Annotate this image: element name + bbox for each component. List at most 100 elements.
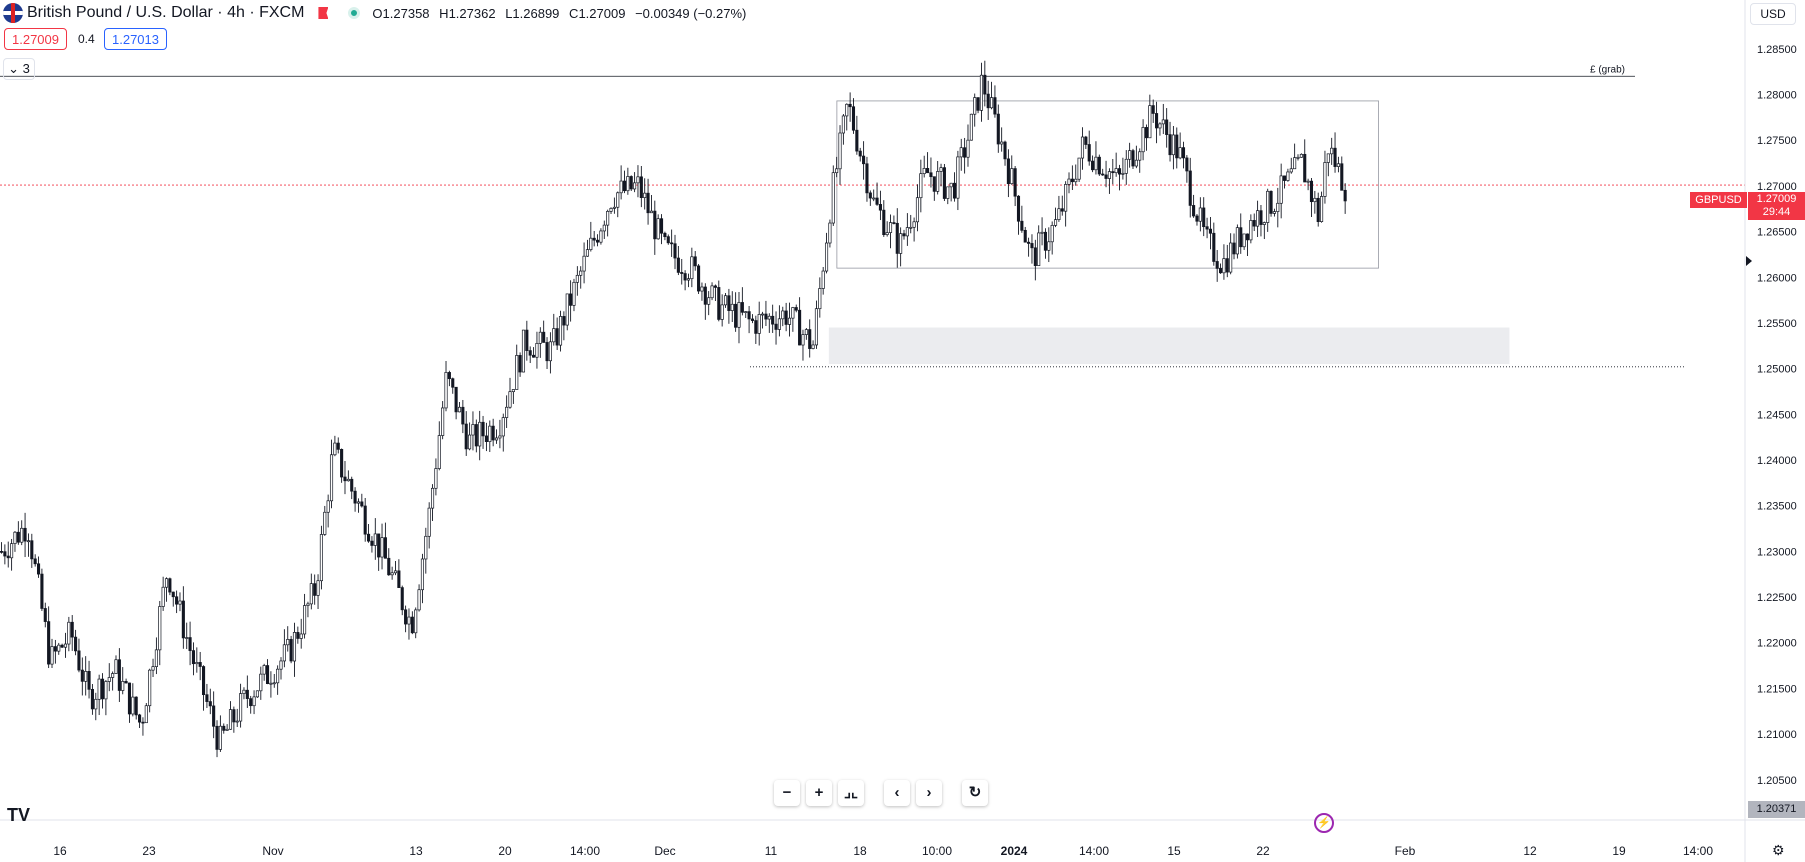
candle-body (942, 167, 946, 199)
candle-body (1320, 196, 1324, 222)
candle-body (511, 389, 515, 393)
candle-body (575, 274, 579, 283)
time-tick-label: 14:00 (1079, 844, 1109, 858)
candle-body (959, 147, 963, 158)
price-tick-label: 1.28500 (1757, 44, 1797, 56)
candle-body (723, 295, 728, 306)
candle-body (1006, 158, 1010, 185)
candle-body (1195, 215, 1199, 222)
candle-body (966, 139, 970, 158)
candle-body (471, 424, 475, 436)
candle-body (333, 442, 337, 456)
candle-body (309, 583, 313, 605)
candle-body (612, 206, 616, 209)
candle-body (680, 272, 684, 274)
candle-body (117, 659, 121, 691)
candle-body (53, 646, 57, 652)
candle-body (518, 355, 522, 373)
candle-body (1289, 168, 1293, 173)
candle-body (952, 182, 957, 199)
price-tick-label: 1.20500 (1757, 775, 1797, 787)
candle-body (356, 501, 361, 504)
candle-body (313, 583, 317, 596)
candle-body (936, 171, 940, 192)
lightning-icon[interactable]: ⚡ (1314, 813, 1334, 833)
candle-body (464, 423, 468, 450)
candle-body (872, 197, 876, 200)
zoom-out-button[interactable]: − (774, 780, 800, 806)
reset-scale-button[interactable]: ⌟⌞ (838, 780, 864, 806)
candle-body (461, 406, 465, 425)
tradingview-logo-icon[interactable]: TV (7, 805, 31, 825)
candle-body (158, 606, 162, 651)
close-value: 1.27009 (578, 5, 626, 21)
candle-body (259, 673, 263, 692)
candle-body (360, 501, 364, 507)
candle-body (242, 689, 246, 694)
candle-body (888, 222, 893, 233)
candle-body (151, 666, 155, 671)
currency-selector[interactable]: USD (1750, 3, 1796, 25)
candle-body (659, 218, 664, 234)
indicators-toggle[interactable]: ⌄ 3 (3, 58, 35, 80)
symbol-title[interactable]: British Pound / U.S. Dollar · 4h · FXCM (27, 4, 305, 21)
price-tick-label: 1.28000 (1757, 90, 1797, 102)
candle-body (508, 391, 512, 408)
candle-body (949, 182, 953, 188)
candle-body (1067, 178, 1071, 185)
candle-body (215, 725, 219, 750)
candle-body (599, 230, 603, 243)
candle-body (592, 237, 596, 241)
candle-body (811, 344, 815, 349)
candle-body (777, 318, 781, 330)
zoom-in-button[interactable]: + (806, 780, 832, 806)
candle-body (481, 421, 485, 437)
candle-body (1094, 156, 1098, 171)
candle-body (1215, 261, 1219, 269)
candle-body (245, 689, 249, 699)
candle-body (350, 478, 354, 492)
flag-marker-icon[interactable] (318, 7, 329, 19)
time-tick-label: 14:00 (1683, 844, 1713, 858)
price-tick-label: 1.22000 (1757, 638, 1797, 650)
candles-layer (0, 60, 1347, 758)
candle-body (323, 511, 327, 535)
demand-zone (828, 327, 1510, 365)
candle-body (208, 701, 212, 707)
candle-body (892, 222, 896, 224)
sell-price-button[interactable]: 1.27009 (4, 28, 67, 50)
candle-body (23, 527, 27, 542)
scroll-right-button[interactable]: › (916, 780, 942, 806)
candle-body (1316, 197, 1320, 222)
candle-body (50, 646, 54, 665)
scroll-left-button[interactable]: ‹ (884, 780, 910, 806)
candle-body (1064, 184, 1068, 212)
candle-body (1340, 163, 1344, 191)
candle-body (552, 328, 556, 343)
candle-body (393, 570, 398, 574)
candle-body (1077, 157, 1081, 180)
time-tick-label: 18 (853, 844, 867, 858)
candle-body (862, 155, 866, 165)
candle-body (77, 650, 81, 671)
settings-gear-icon[interactable]: ⚙ (1772, 842, 1785, 858)
candle-body (235, 720, 239, 723)
candle-body (1131, 150, 1135, 167)
candle-body (801, 334, 805, 346)
price-tick-label: 1.25000 (1757, 364, 1797, 376)
candle-body (178, 600, 182, 605)
candle-body (370, 540, 374, 546)
candle-body (437, 435, 441, 469)
price-tick-label: 1.22500 (1757, 592, 1797, 604)
candle-body (1286, 171, 1290, 181)
ohlc-readout: O1.27358 H1.27362 L1.26899 C1.27009 −0.0… (372, 6, 752, 21)
buy-price-button[interactable]: 1.27013 (104, 28, 167, 50)
reset-chart-button[interactable]: ↻ (962, 780, 988, 806)
candle-body (885, 232, 889, 236)
candle-body (1262, 222, 1266, 225)
candle-body (585, 249, 590, 257)
candle-body (47, 621, 51, 665)
candle-body (1313, 197, 1317, 203)
scroll-to-realtime-icon[interactable] (1746, 256, 1752, 266)
